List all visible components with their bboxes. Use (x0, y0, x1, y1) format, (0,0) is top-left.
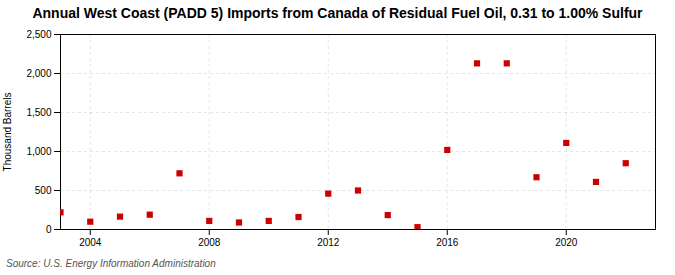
svg-text:1,000: 1,000 (26, 146, 51, 157)
svg-text:500: 500 (35, 185, 52, 196)
svg-text:2,500: 2,500 (26, 29, 51, 40)
svg-text:2008: 2008 (198, 237, 221, 248)
svg-text:2016: 2016 (436, 237, 459, 248)
svg-text:Thousand Barrels: Thousand Barrels (2, 93, 13, 172)
html-text:Annual West Coast (PADD 5) Imp: Annual West Coast (PADD 5) Imports from … (32, 5, 643, 21)
html-text:Source: U.S. Energy Informatio: Source: U.S. Energy Information Administ… (6, 258, 216, 269)
svg-text:1,500: 1,500 (26, 107, 51, 118)
svg-text:2,000: 2,000 (26, 68, 51, 79)
svg-text:0: 0 (46, 224, 52, 235)
svg-text:2020: 2020 (555, 237, 578, 248)
svg-text:2012: 2012 (317, 237, 340, 248)
svg-text:2004: 2004 (79, 237, 102, 248)
